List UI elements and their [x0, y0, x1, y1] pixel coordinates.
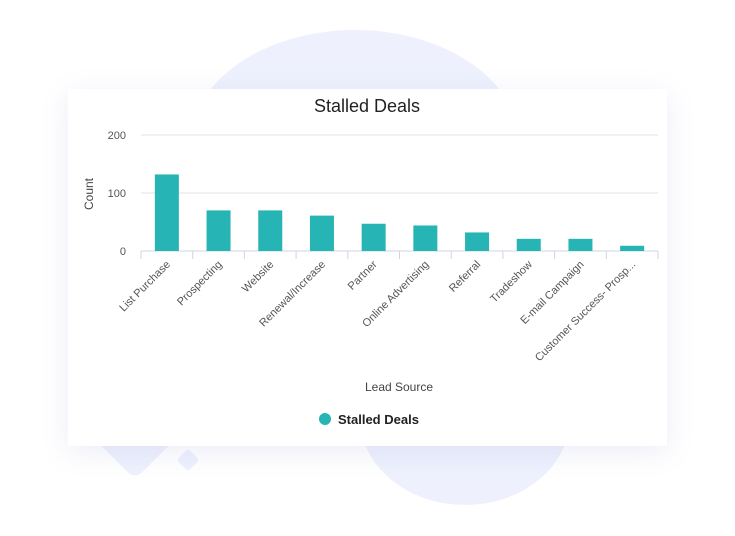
bar[interactable] — [620, 245, 645, 251]
bar[interactable] — [258, 210, 283, 251]
bar[interactable] — [568, 238, 593, 251]
x-tick-label: Prospecting — [175, 259, 225, 309]
x-axis-label: Lead Source — [365, 380, 433, 394]
bar[interactable] — [516, 238, 541, 251]
y-tick-labels: 0 100 200 — [108, 130, 126, 258]
x-tick-label: List Purchase — [117, 259, 173, 315]
bars — [154, 174, 645, 251]
bar[interactable] — [206, 210, 231, 251]
bar[interactable] — [154, 174, 179, 251]
bar[interactable] — [465, 232, 490, 251]
y-tick-label: 100 — [108, 188, 126, 200]
bar[interactable] — [309, 215, 334, 251]
x-tick-label: Partner — [346, 258, 380, 292]
y-axis-label: Count — [82, 177, 96, 210]
y-tick-label: 200 — [108, 130, 126, 142]
x-tick-label: Tradeshow — [488, 259, 535, 306]
x-tick-labels: List Purchase Prospecting WebsiteRenewal/I… — [117, 258, 638, 364]
legend-label: Stalled Deals — [338, 412, 419, 427]
chart-card: Stalled Deals 0 100 200 List Purchase Prosp… — [68, 89, 667, 446]
bar[interactable] — [361, 223, 386, 251]
x-tick-label: Website — [240, 259, 276, 295]
bar-chart: Stalled Deals 0 100 200 List Purchase Prosp… — [82, 96, 659, 427]
legend-item[interactable]: Stalled Deals — [319, 412, 419, 427]
legend-marker — [319, 413, 331, 425]
y-tick-label: 0 — [120, 246, 126, 258]
chart-title: Stalled Deals — [314, 96, 420, 116]
bar[interactable] — [413, 225, 438, 251]
x-tick-label: Referral — [447, 259, 483, 295]
background-diamond-small — [176, 448, 200, 472]
x-tick-label: Customer Success- Prosp... — [533, 259, 638, 364]
